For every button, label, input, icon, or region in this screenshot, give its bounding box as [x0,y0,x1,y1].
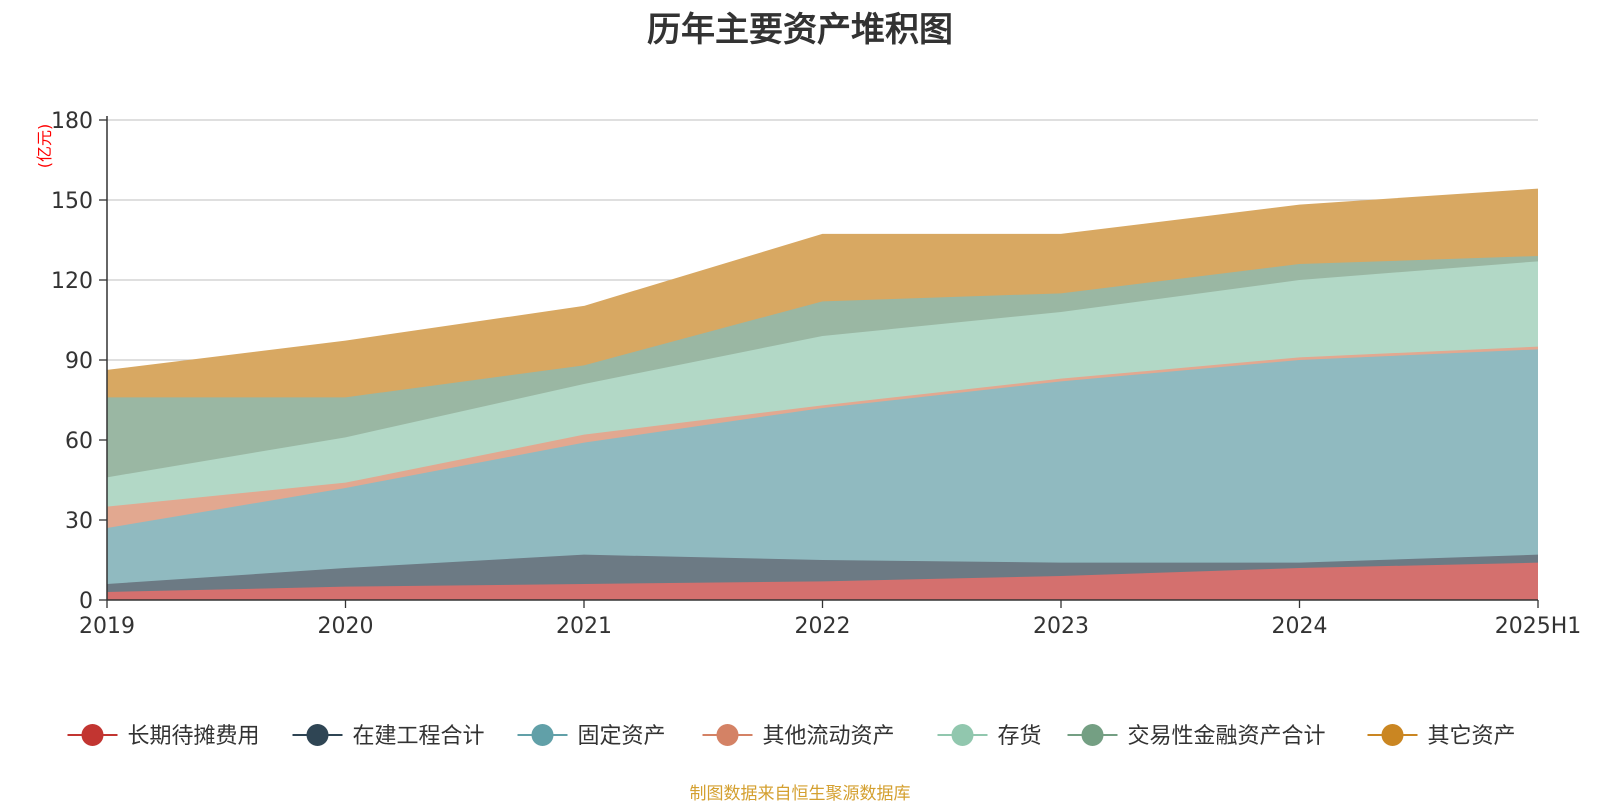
x-tick-label: 2025H1 [1495,614,1582,639]
y-tick-label: 120 [51,269,93,294]
y-tick-label: 90 [65,349,93,374]
x-tick-label: 2019 [79,614,135,639]
legend-marker-5[interactable] [951,724,974,746]
y-tick-label: 180 [51,109,93,134]
legend-label-4[interactable]: 其他流动资产 [763,724,895,749]
legend-label-3[interactable]: 固定资产 [578,724,666,749]
y-tick-label: 60 [65,429,93,454]
legend-marker-3[interactable] [531,724,554,746]
legend-label-5[interactable]: 存货 [998,724,1042,749]
x-tick-label: 2021 [556,614,612,639]
area-series-7 [107,189,1538,398]
x-tick-label: 2020 [318,614,374,639]
area-series-2 [107,554,1538,592]
legend-label-1[interactable]: 长期待摊费用 [128,724,260,749]
legend-label-7[interactable]: 其它资产 [1428,724,1516,749]
series-line-7 [106,188,1539,372]
legend-label-2[interactable]: 在建工程合计 [353,724,485,749]
y-tick-label: 0 [79,589,93,614]
area-series-5 [107,261,1538,507]
legend-label-6[interactable]: 交易性金融资产合计 [1128,724,1326,749]
y-axis-label: (亿元) [35,124,54,169]
legend-marker-6[interactable] [1081,724,1104,746]
chart-title: 历年主要资产堆积图 [647,10,953,50]
legend-marker-7[interactable] [1381,724,1404,746]
x-tick-label: 2023 [1033,614,1089,639]
x-tick-label: 2022 [795,614,851,639]
legend-marker-4[interactable] [716,724,739,746]
x-tick-label: 2024 [1272,614,1328,639]
area-series-3 [107,349,1538,584]
y-tick-label: 150 [51,189,93,214]
y-tick-label: 30 [65,509,93,534]
legend-marker-1[interactable] [81,724,104,746]
legend-marker-2[interactable] [306,724,329,746]
source-note: 制图数据来自恒生聚源数据库 [689,784,911,804]
